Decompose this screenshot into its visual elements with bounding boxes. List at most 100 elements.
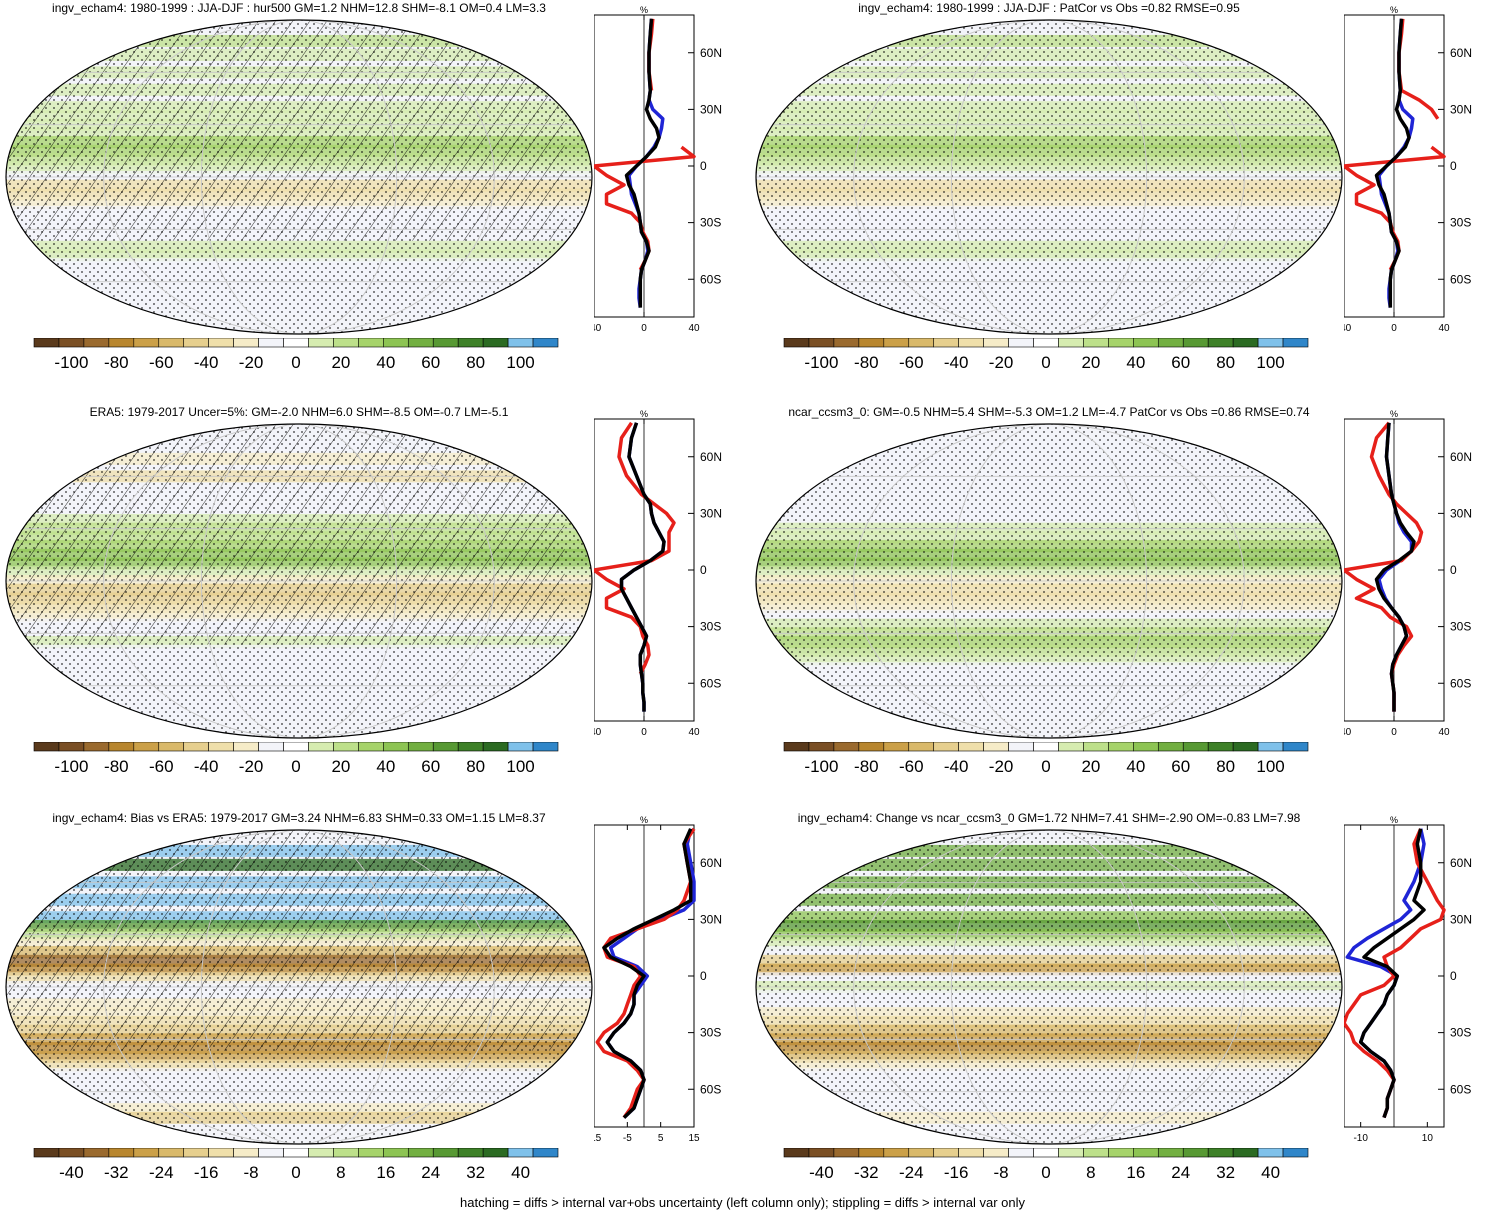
colorbar-swatch <box>108 338 135 348</box>
colorbar-swatch <box>383 338 409 348</box>
profile-xtick-label: -5 <box>623 1133 632 1144</box>
colorbar-swatch <box>183 1148 209 1158</box>
colorbar-swatch <box>958 1148 984 1158</box>
colorbar-swatch <box>333 742 359 752</box>
colorbar-swatch <box>1157 742 1184 752</box>
colorbar-label: 16 <box>1126 1163 1145 1182</box>
colorbar-label: -20 <box>989 757 1014 776</box>
chart-title: ncar_ccsm3_0: GM=-0.5 NHM=5.4 SHM=-5.3 O… <box>788 405 1310 419</box>
colorbar-label: -40 <box>194 757 219 776</box>
colorbar-swatch <box>983 742 1009 752</box>
colorbar-label: 16 <box>376 1163 395 1182</box>
colorbar-swatch <box>1033 742 1059 752</box>
colorbar-swatch <box>333 1148 359 1158</box>
world-map <box>755 19 1343 335</box>
hatching <box>6 424 565 645</box>
colorbar-label: -24 <box>149 1163 174 1182</box>
colorbar-label: -40 <box>944 757 969 776</box>
colorbar-label: 40 <box>376 353 395 372</box>
profile-ytick-label: 30S <box>700 620 721 634</box>
colorbar-label: 80 <box>466 353 485 372</box>
colorbar-swatch <box>1257 742 1284 752</box>
colorbar-label: 60 <box>1171 757 1190 776</box>
profile-xtick-label: 0 <box>1391 727 1397 738</box>
colorbar-swatch <box>158 338 185 348</box>
profile-ytick-label: 0 <box>1450 969 1457 983</box>
profile-xtick-label: 5 <box>658 1133 664 1144</box>
colorbar-label: 0 <box>1041 353 1050 372</box>
colorbar-swatch <box>1182 742 1209 752</box>
map-outline <box>5 423 593 739</box>
colorbar-swatch <box>233 338 259 348</box>
profile-ytick-label: 30S <box>1450 620 1471 634</box>
colorbar-swatch <box>33 742 60 752</box>
colorbar-label: 60 <box>421 353 440 372</box>
colorbar-swatch <box>1257 338 1284 348</box>
colorbar-label: 0 <box>291 757 300 776</box>
colorbar-label: 60 <box>1171 353 1190 372</box>
colorbar-swatch <box>58 338 85 348</box>
colorbar-swatch <box>507 742 534 752</box>
colorbar-swatch <box>532 338 559 348</box>
colorbar-swatch <box>83 338 110 348</box>
colorbar: -40 -32 -24 -16 -8 0 8 16 24 32 40 <box>33 1148 559 1182</box>
colorbar-swatch <box>1207 338 1234 348</box>
profile-ytick-label: 60S <box>1450 676 1471 690</box>
colorbar-swatch <box>532 1148 559 1158</box>
colorbar-swatch <box>1207 742 1234 752</box>
colorbar-swatch <box>1058 742 1084 752</box>
colorbar-label: -20 <box>989 353 1014 372</box>
colorbar-swatch <box>158 742 185 752</box>
colorbar-label: -8 <box>244 1163 259 1182</box>
colorbar-swatch <box>283 1148 309 1158</box>
colorbar-label: -40 <box>194 353 219 372</box>
profile-line-model <box>619 422 666 712</box>
profile-ytick-label: 60S <box>1450 1082 1471 1096</box>
colorbar-swatch <box>1232 338 1259 348</box>
colorbar-swatch <box>883 1148 910 1158</box>
colorbar-swatch <box>783 338 810 348</box>
colorbar-swatch <box>258 742 284 752</box>
profile-ytick-label: 60N <box>1450 46 1472 60</box>
colorbar-swatch <box>432 742 459 752</box>
chart-panel-5: ingv_echam4: Bias vs ERA5: 1979-2017 GM=… <box>0 810 740 1205</box>
colorbar-swatch <box>383 1148 409 1158</box>
profile-unit: % <box>640 409 648 419</box>
colorbar-label: 32 <box>1216 1163 1235 1182</box>
colorbar-label: -100 <box>804 757 838 776</box>
profile-xtick-label: 15 <box>688 1133 700 1144</box>
colorbar-swatch <box>1008 1148 1034 1158</box>
zonal-profile: % 60N 30N 0 30S 60S -15 -5 5 15 <box>594 815 722 1144</box>
world-map <box>5 829 593 1145</box>
colorbar-label: -20 <box>239 757 264 776</box>
colorbar-swatch <box>883 338 910 348</box>
profile-xtick-label: -10 <box>1353 1133 1368 1144</box>
colorbar-label: 0 <box>1041 1163 1050 1182</box>
chart-title: ingv_echam4: 1980-1999 : JJA-DJF : PatCo… <box>858 1 1240 15</box>
map-outline <box>755 829 1343 1145</box>
profile-unit: % <box>1390 5 1398 15</box>
profile-ytick-label: 60S <box>700 676 721 690</box>
profile-unit: % <box>1390 409 1398 419</box>
profile-xtick-label: -40 <box>594 323 602 334</box>
colorbar-swatch <box>133 742 160 752</box>
profile-unit: % <box>1390 815 1398 825</box>
colorbar-label: 0 <box>291 1163 300 1182</box>
profile-ytick-label: 60S <box>1450 272 1471 286</box>
profile-ytick-label: 30S <box>700 1026 721 1040</box>
colorbar-swatch <box>1108 1148 1134 1158</box>
colorbar-swatch <box>983 1148 1009 1158</box>
colorbar-swatch <box>482 338 509 348</box>
colorbar-swatch <box>358 1148 384 1158</box>
colorbar-label: -40 <box>59 1163 84 1182</box>
colorbar-swatch <box>1083 338 1109 348</box>
colorbar-swatch <box>1058 338 1084 348</box>
profile-xtick-label: 0 <box>641 323 647 334</box>
profile-ytick-label: 30N <box>700 102 722 116</box>
colorbar-swatch <box>983 338 1009 348</box>
colorbar-swatch <box>1182 1148 1209 1158</box>
profile-line-obs <box>594 421 676 675</box>
profile-line-model <box>1374 422 1416 712</box>
colorbar-label: 0 <box>291 353 300 372</box>
profile-ytick-label: 0 <box>1450 563 1457 577</box>
